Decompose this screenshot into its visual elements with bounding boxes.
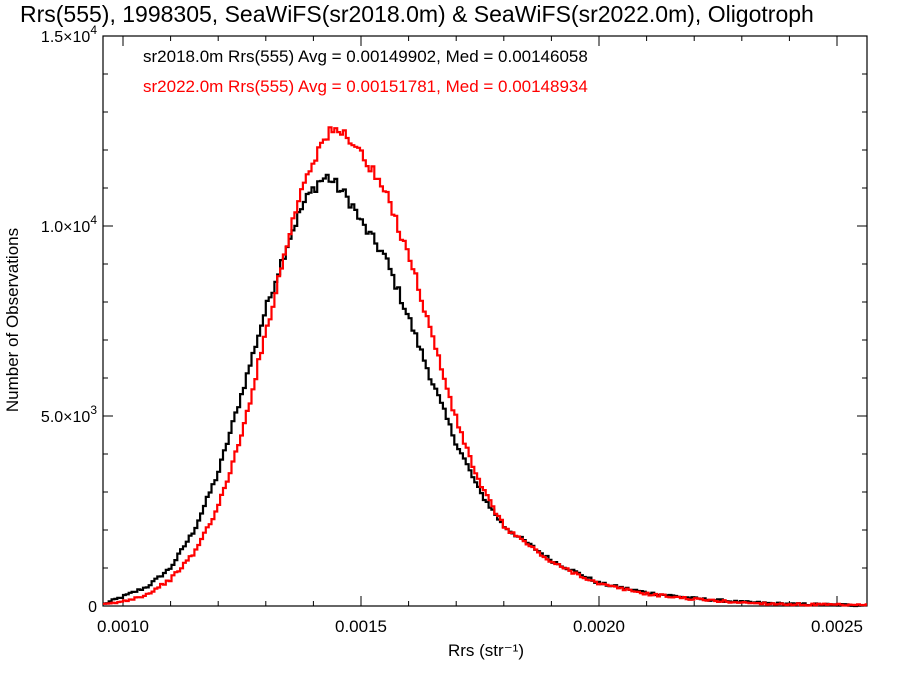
- x-tick-label: 0.0025: [811, 617, 863, 636]
- y-tick-label: 0: [88, 599, 97, 616]
- annotation-series-2: sr2022.0m Rrs(555) Avg = 0.00151781, Med…: [143, 77, 588, 96]
- x-tick-label: 0.0010: [97, 617, 149, 636]
- chart-title: Rrs(555), 1998305, SeaWiFS(sr2018.0m) & …: [20, 1, 814, 27]
- x-tick-label: 0.0015: [335, 617, 387, 636]
- x-axis-label: Rrs (str⁻¹): [448, 641, 524, 660]
- y-tick-label: 5.0×103: [41, 403, 97, 426]
- plot-area: 0.0010 0.0015 0.0020 0.0025 0 5.0×103 1.0×104 1…: [41, 23, 868, 636]
- series-2-line: [103, 126, 867, 607]
- plot-frame: [102, 35, 868, 607]
- annotation-series-1: sr2018.0m Rrs(555) Avg = 0.00149902, Med…: [143, 47, 588, 66]
- y-axis-label: Number of Observations: [3, 228, 22, 412]
- x-tick-label: 0.0020: [573, 617, 625, 636]
- series-1-line: [103, 173, 867, 608]
- y-tick-label: 1.0×104: [41, 213, 97, 236]
- y-tick-label: 1.5×104: [41, 23, 97, 46]
